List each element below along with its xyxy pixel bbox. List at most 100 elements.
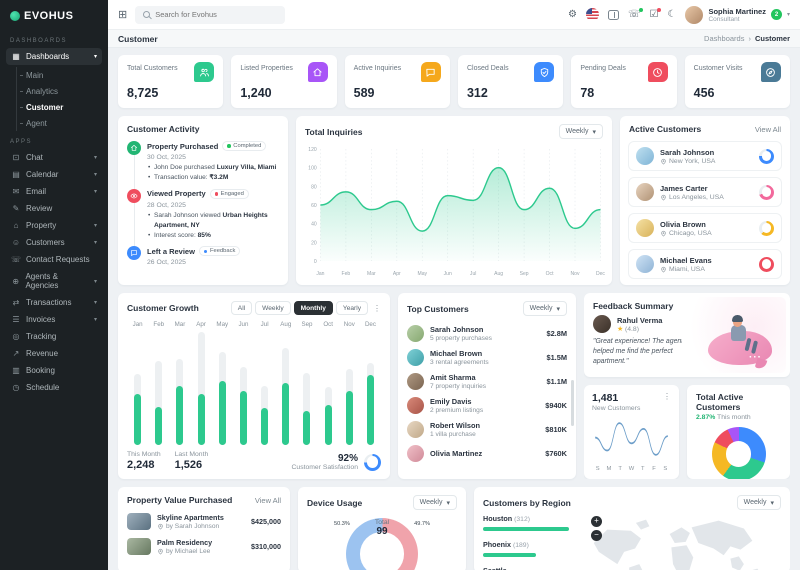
growth-bar-aug <box>275 332 296 445</box>
property-thumbnail <box>127 538 151 555</box>
bar-track <box>239 367 247 445</box>
satisfaction-label: Customer Satisfaction <box>291 464 359 471</box>
sidebar-item-label: Chat <box>26 153 43 162</box>
stat-card-pending-deals: Pending Deals 78 <box>571 55 677 108</box>
day-label: S <box>663 466 668 472</box>
svg-text:Nov: Nov <box>571 271 580 277</box>
pin-icon <box>158 548 163 555</box>
view-all-link[interactable]: View All <box>254 495 281 505</box>
sidebar-item-contact-requests[interactable]: ☏ Contact Requests <box>6 251 102 268</box>
view-all-link[interactable]: View All <box>754 124 781 134</box>
property-row[interactable]: Skyline Apartments by Sarah Johnson $425,0… <box>118 509 290 534</box>
tab-yearly[interactable]: Yearly <box>335 301 368 315</box>
weekly-filter-dropdown[interactable]: Weekly ▾ <box>522 301 567 316</box>
clock-icon <box>653 67 662 77</box>
user-menu[interactable]: Sophia Martinez Consultant 2 ▾ <box>685 5 790 24</box>
layout-panel-icon[interactable] <box>608 9 620 20</box>
sidebar-item-review[interactable]: ✎ Review <box>6 200 102 217</box>
svg-text:Jun: Jun <box>444 271 452 277</box>
sidebar-item-transactions[interactable]: ⇄ Transactions ▾ <box>6 294 102 311</box>
activity-ring <box>759 184 774 200</box>
weekly-filter-dropdown[interactable]: Weekly ▾ <box>736 495 781 510</box>
avatar <box>407 372 424 390</box>
more-options-icon[interactable]: ⋮ <box>373 303 381 313</box>
sidebar-item-property[interactable]: ⌂ Property ▾ <box>6 217 102 234</box>
scrollbar-thumb[interactable] <box>571 380 574 427</box>
sidebar-item-invoices[interactable]: ☰ Invoices ▾ <box>6 311 102 328</box>
sidebar-item-calendar[interactable]: ▤ Calendar ▾ <box>6 166 102 183</box>
zoom-out-button[interactable]: − <box>591 530 602 541</box>
tab-weekly[interactable]: Weekly <box>255 301 291 315</box>
active-customers-list: Sarah Johnson New York, USA James Carter Lo… <box>620 141 790 279</box>
property-row[interactable]: Palm Residency by Michael Lee $310,000 <box>118 534 290 559</box>
stat-card-customer-visits: Customer Visits 456 <box>684 55 790 108</box>
settings-gear-icon[interactable]: ⚙ <box>568 8 578 20</box>
sidebar-item-label: Booking <box>26 366 55 375</box>
active-customer-row[interactable]: James Carter Los Angeles, USA <box>628 177 782 207</box>
svg-text:Oct: Oct <box>546 271 554 277</box>
bar-fill <box>218 380 226 445</box>
topbar-actions: ⚙ ☏ ☑ ☾ Sophia Martinez Consultant 2 ▾ <box>568 5 790 24</box>
sidebar-item-label: Dashboards <box>26 52 70 61</box>
top-customer-row[interactable]: Emily Davis 2 premium listings $940K <box>398 393 576 417</box>
logo-text: EVOHUS <box>24 10 74 22</box>
panel-title: Customer Activity <box>127 124 200 134</box>
chat-bubble-icon <box>131 250 137 257</box>
active-customer-row[interactable]: Sarah Johnson New York, USA <box>628 141 782 171</box>
sidebar-item-revenue[interactable]: ↗ Revenue <box>6 345 102 362</box>
active-customer-row[interactable]: Michael Evans Miami, USA <box>628 249 782 279</box>
sidebar-item-dashboards[interactable]: ▦ Dashboards ▾ <box>6 48 102 65</box>
reviewer-rating: ★ (4.8) <box>617 325 639 333</box>
cart-icon[interactable]: ☏ <box>628 7 643 20</box>
more-options-icon[interactable]: ⋮ <box>663 392 671 401</box>
sidebar-item-agents-agencies[interactable]: ⊕ Agents & Agencies ▾ <box>6 268 102 294</box>
sidebar-subitem-agent[interactable]: Agent <box>20 115 102 131</box>
tab-monthly[interactable]: Monthly <box>293 301 333 315</box>
sidebar-subitem-main[interactable]: Main <box>20 67 102 83</box>
top-customer-row[interactable]: Michael Brown 3 rental agreements $1.5M <box>398 345 576 369</box>
sidebar-item-label: Review <box>26 204 53 213</box>
search-box[interactable] <box>135 5 286 24</box>
sidebar-item-label: Customers <box>26 238 65 247</box>
zoom-in-button[interactable]: + <box>591 516 602 527</box>
chevron-down-icon: ▾ <box>592 128 596 136</box>
top-customer-row[interactable]: Amit Sharma 7 property inquiries $1.1M <box>398 369 576 393</box>
day-label: M <box>606 466 612 472</box>
language-flag-icon[interactable] <box>586 8 600 21</box>
activity-date: 28 Oct, 2025 <box>147 201 186 209</box>
booking-icon: ▥ <box>12 366 20 375</box>
weekly-filter-dropdown[interactable]: Weekly ▾ <box>412 495 457 510</box>
day-label: S <box>595 466 600 472</box>
activity-detail: John Doe purchased Luxury Villa, Miami <box>147 163 279 173</box>
sidebar-item-email[interactable]: ✉ Email ▾ <box>6 183 102 200</box>
growth-bar-mar <box>169 332 190 445</box>
sidebar-item-label: Email <box>26 187 47 196</box>
top-customer-row[interactable]: Sarah Johnson 5 property purchases $2.8M <box>398 321 576 345</box>
month-label: Apr <box>196 321 206 328</box>
region-name: Houston (312) <box>483 514 531 523</box>
sidebar-item-booking[interactable]: ▥ Booking <box>6 362 102 379</box>
search-input[interactable] <box>155 10 278 19</box>
top-customer-row[interactable]: Robert Wilson 1 villa purchase $810K <box>398 417 576 441</box>
sidebar-item-customers[interactable]: ☺ Customers ▾ <box>6 234 102 251</box>
stats-row: Total Customers 8,725 Listed Properties 1,2… <box>118 55 790 108</box>
tab-all[interactable]: All <box>230 301 253 315</box>
sidebar-item-tracking[interactable]: ◎ Tracking <box>6 328 102 345</box>
sidebar-item-chat[interactable]: ⊡ Chat ▾ <box>6 149 102 166</box>
day-label: F <box>652 466 656 472</box>
weekly-filter-dropdown[interactable]: Weekly ▾ <box>558 124 603 139</box>
sidebar-item-schedule[interactable]: ◷ Schedule <box>6 379 102 396</box>
svg-text:Apr: Apr <box>393 271 401 277</box>
sidebar-subitem-customer[interactable]: Customer <box>20 99 102 115</box>
sidebar-subitem-analytics[interactable]: Analytics <box>20 83 102 99</box>
month-label: Jul <box>260 321 269 328</box>
dark-mode-moon-icon[interactable]: ☾ <box>667 8 677 20</box>
breadcrumb-root[interactable]: Dashboards <box>704 34 745 43</box>
messages-icon[interactable]: ☑ <box>649 7 661 20</box>
top-customer-row[interactable]: Olivia Martinez $760K <box>398 441 576 465</box>
sidebar-toggle-icon[interactable]: ⊞ <box>118 9 128 21</box>
email-icon: ✉ <box>12 187 20 196</box>
month-label: Aug <box>280 321 292 328</box>
svg-text:0: 0 <box>314 259 317 265</box>
active-customer-row[interactable]: Olivia Brown Chicago, USA <box>628 213 782 243</box>
